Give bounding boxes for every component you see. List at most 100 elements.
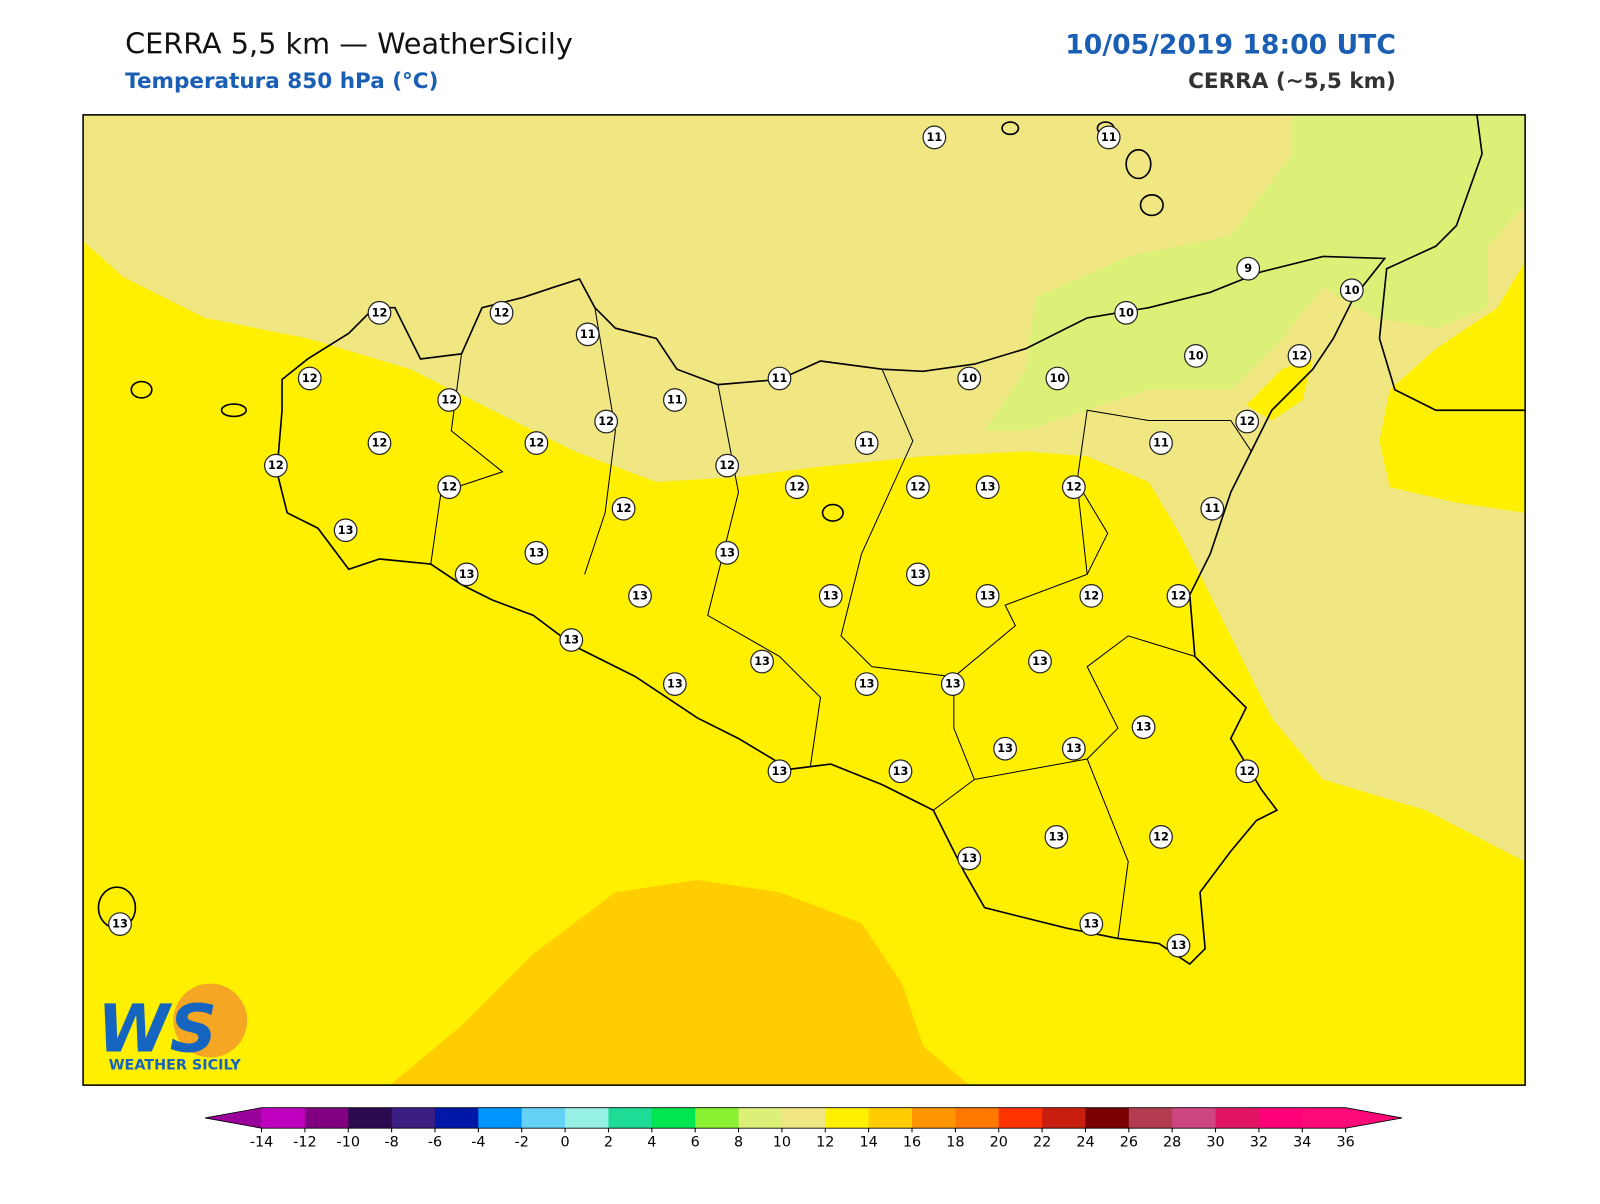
colorbar-tick-label: 34: [1293, 1135, 1311, 1151]
island: [130, 380, 153, 399]
station-marker: [906, 562, 930, 587]
station-marker: [785, 475, 809, 500]
colorbar-segment: [1085, 1107, 1130, 1129]
island: [1125, 148, 1152, 180]
station-marker: [662, 388, 687, 412]
colorbar-segment: [912, 1107, 956, 1129]
colorbar-tick-label: 18: [946, 1135, 964, 1151]
title: CERRA 5,5 km — WeatherSicily: [125, 26, 573, 60]
provinces: [430, 307, 1252, 939]
colorbar-tick-label: -6: [428, 1135, 442, 1151]
station-value: 13: [893, 765, 909, 778]
colorbar-tick-label: 20: [990, 1135, 1008, 1151]
station-marker: [1096, 125, 1121, 150]
station-value: 11: [927, 131, 943, 144]
map-frame: [82, 114, 1526, 1086]
station-value: 12: [302, 372, 318, 385]
station-marker: [715, 540, 740, 565]
colorbar-segment: [1172, 1107, 1217, 1129]
station-marker: [1339, 278, 1364, 303]
model-label: CERRA (~5,5 km): [1188, 69, 1396, 94]
colorbar-tick-label: 32: [1250, 1135, 1268, 1151]
station-marker: [1235, 759, 1260, 784]
station-value: 12: [1066, 481, 1082, 494]
station-marker: [454, 562, 479, 587]
colorbar-segment: [781, 1107, 826, 1129]
colorbar-segment: [998, 1107, 1043, 1129]
colorbar-tick-label: 6: [691, 1135, 700, 1151]
station-marker: [1045, 366, 1070, 391]
station-value: 11: [772, 372, 788, 385]
colorbar-tick-label: -12: [293, 1135, 316, 1151]
station-value: 12: [910, 481, 926, 494]
station-marker: [1184, 343, 1208, 368]
station-marker: [297, 366, 322, 391]
logo-name: WEATHER SICILY: [109, 1058, 242, 1074]
colorbar-tick-label: -4: [471, 1135, 485, 1151]
island: [220, 403, 247, 418]
station-marker: [854, 672, 879, 696]
station-marker: [489, 300, 514, 325]
station-marker: [993, 736, 1018, 761]
station-value: 12: [494, 306, 510, 319]
station-value: 13: [772, 765, 788, 778]
station-marker: [524, 540, 549, 565]
station-value: 12: [1083, 589, 1099, 602]
station-marker: [767, 759, 792, 784]
station-value: 13: [997, 742, 1013, 755]
station-marker: [1236, 256, 1261, 281]
colorbar-segment: [868, 1107, 913, 1129]
logo-letters: WS: [97, 991, 217, 1067]
station-value: 11: [1153, 437, 1169, 450]
station-marker: [715, 453, 740, 478]
station-value: 12: [529, 437, 545, 450]
station-value: 12: [1153, 830, 1169, 843]
station-value: 10: [1188, 349, 1204, 362]
colorbar-over: [1345, 1107, 1403, 1129]
station-marker: [108, 912, 132, 936]
colorbar-segment: [1258, 1107, 1303, 1129]
station-marker: [333, 518, 358, 543]
station-value: 12: [441, 394, 457, 407]
station-marker: [263, 453, 288, 478]
station-value: 12: [789, 481, 805, 494]
station-value: 12: [1292, 349, 1308, 362]
colorbar-segment: [348, 1107, 393, 1129]
station-value: 13: [529, 546, 545, 559]
station-marker: [1114, 300, 1139, 325]
colorbar-tick-label: 2: [604, 1135, 613, 1151]
station-value: 12: [1239, 415, 1255, 428]
station-value: 13: [1066, 742, 1082, 755]
station-marker: [628, 583, 652, 608]
colorbar-tick-label: -10: [337, 1135, 360, 1151]
station-marker: [906, 475, 930, 500]
station-marker: [1149, 431, 1173, 455]
station-marker: [662, 672, 687, 696]
station-marker: [1166, 933, 1191, 958]
station-value: 13: [1171, 939, 1187, 952]
station-marker: [975, 475, 1000, 500]
lake: [821, 503, 844, 522]
station-value: 13: [719, 546, 735, 559]
station-marker: [575, 322, 600, 347]
colorbar-segment: [521, 1107, 566, 1129]
colorbar-tick-label: 16: [903, 1135, 921, 1151]
colorbar-tick-label: -14: [250, 1135, 273, 1151]
subtitle: Temperatura 850 hPa (°C): [125, 69, 438, 94]
colorbar-segment: [1042, 1107, 1086, 1129]
colorbar-segment: [391, 1107, 436, 1129]
station-marker: [611, 496, 636, 521]
colorbar-tick-label: -8: [384, 1135, 398, 1151]
colorbar-segment: [261, 1107, 306, 1129]
station-value: 13: [961, 852, 977, 865]
colorbar-segment: [1302, 1107, 1347, 1129]
station-value: 13: [1083, 918, 1099, 931]
station-marker: [957, 846, 982, 871]
station-value: 12: [268, 459, 284, 472]
field-band: [1246, 261, 1526, 513]
colorbar-segment: [1128, 1107, 1173, 1129]
field-band: [389, 880, 970, 1086]
colorbar-tick-label: 28: [1163, 1135, 1181, 1151]
island: [1139, 194, 1164, 217]
